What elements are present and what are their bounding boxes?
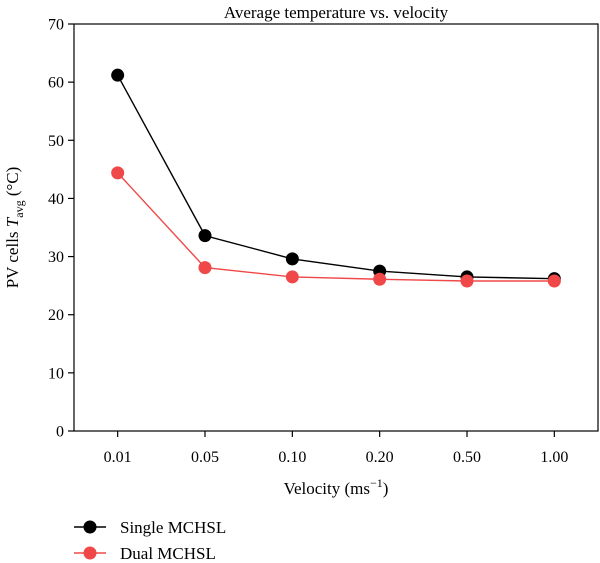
- legend-marker: [83, 520, 97, 534]
- y-tick-label: 60: [48, 75, 64, 92]
- chart-title: Average temperature vs. velocity: [224, 3, 449, 22]
- y-axis-label: PV cells Tavg (°C): [3, 167, 26, 289]
- data-point: [547, 274, 561, 288]
- y-tick-label: 40: [48, 191, 64, 208]
- y-tick-label: 0: [56, 424, 64, 441]
- data-point: [285, 252, 299, 266]
- legend-item: Dual MCHSL: [74, 544, 216, 563]
- x-tick-label: 1.00: [540, 449, 568, 466]
- y-tick-label: 70: [48, 17, 64, 34]
- svg-text:PV cells Tavg (°C): PV cells Tavg (°C): [3, 167, 26, 289]
- y-axis-label-pre: PV cells: [3, 227, 22, 288]
- data-point: [373, 272, 387, 286]
- x-axis-label-close: ): [383, 479, 389, 498]
- x-tick-label: 0.20: [366, 449, 394, 466]
- y-axis-label-var: T: [3, 216, 22, 227]
- y-tick-label: 20: [48, 307, 64, 324]
- x-axis-label: Velocity (ms−1): [284, 476, 389, 498]
- x-tick-label: 0.10: [278, 449, 306, 466]
- x-axis-label-sup: −1: [370, 476, 383, 490]
- data-point: [198, 229, 212, 243]
- x-tick-label: 0.50: [453, 449, 481, 466]
- y-tick-label: 10: [48, 365, 64, 382]
- legend: Single MCHSL Dual MCHSL: [74, 518, 226, 563]
- x-axis-label-main: Velocity (ms: [284, 479, 370, 498]
- data-point: [460, 274, 474, 288]
- legend-marker: [83, 546, 97, 560]
- y-axis-label-post: (°C): [3, 167, 22, 201]
- x-tick-label: 0.05: [191, 449, 219, 466]
- legend-label: Dual MCHSL: [120, 544, 216, 563]
- series-layer: [111, 68, 561, 288]
- legend-label: Single MCHSL: [120, 518, 226, 537]
- data-point: [198, 261, 212, 275]
- data-point: [111, 68, 125, 82]
- y-tick-label: 50: [48, 133, 64, 150]
- x-axis-ticks: 0.01 0.05 0.10 0.20 0.50 1.00: [104, 431, 568, 466]
- series-1: [111, 166, 561, 288]
- plot-frame: [73, 23, 599, 432]
- series-0: [111, 68, 561, 286]
- series-line: [117, 74, 555, 280]
- series-line: [117, 172, 555, 282]
- plot-border: [73, 23, 599, 432]
- legend-item: Single MCHSL: [74, 518, 226, 537]
- y-tick-label: 30: [48, 249, 64, 266]
- data-point: [111, 166, 125, 180]
- x-tick-label: 0.01: [104, 449, 132, 466]
- data-point: [285, 270, 299, 284]
- y-axis-ticks: 0 10 20 30 40 50 60 70: [48, 17, 74, 441]
- y-axis-label-sub: avg: [12, 200, 26, 217]
